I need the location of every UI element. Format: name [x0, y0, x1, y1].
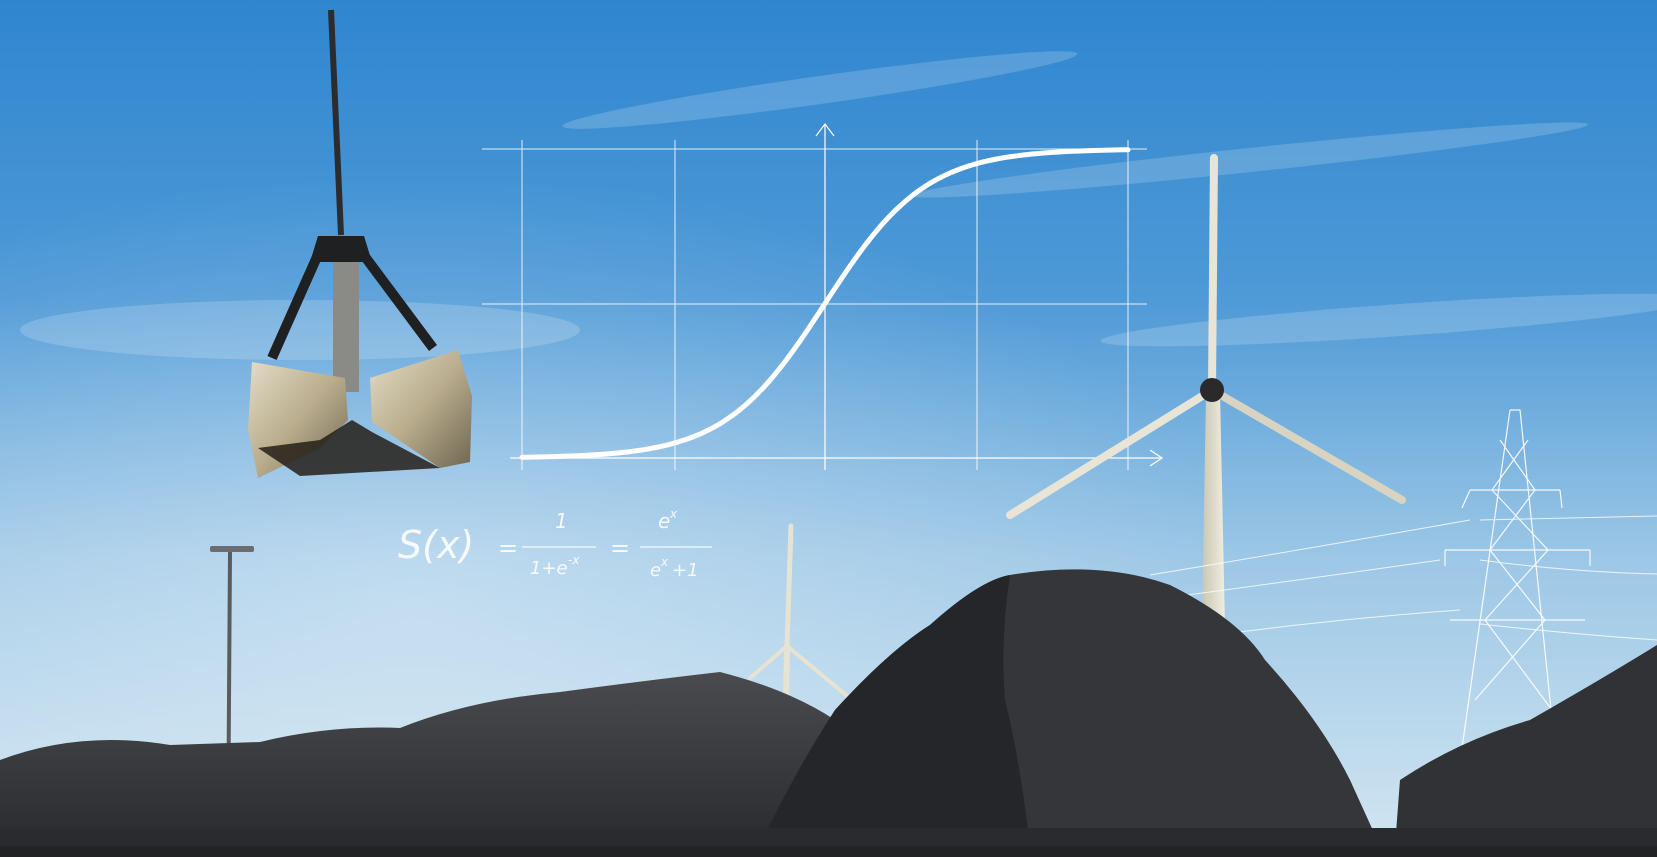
formula-den2-tail: +1	[672, 560, 699, 581]
grab-rods	[333, 262, 359, 392]
formula-num2-exp: x	[669, 507, 678, 521]
chart-grid	[482, 140, 1147, 470]
crane-cable	[328, 9, 344, 236]
formula-den1: 1+e	[530, 558, 568, 579]
grab-head	[310, 236, 372, 262]
formula: S(x) = 1 1+e -x = e x e x +1	[398, 507, 712, 581]
coal-heap-left	[0, 672, 840, 846]
coal-heap-center-shadow	[760, 575, 1030, 846]
electricity-pylon	[1444, 409, 1591, 749]
ground-band	[0, 828, 1657, 846]
grab-arm	[355, 247, 438, 351]
formula-den2: e	[650, 560, 661, 581]
wind-turbine-large	[1006, 154, 1406, 628]
sigmoid-curve	[519, 147, 1131, 460]
formula-lhs: S(x)	[398, 523, 474, 567]
y-axis-arrow	[815, 123, 835, 137]
formula-den2-exp: x	[660, 555, 669, 569]
coal-heap-right	[1395, 645, 1657, 846]
formula-num2: e	[658, 509, 670, 533]
power-lines	[1149, 515, 1657, 641]
grab-bucket-shadow	[258, 420, 440, 476]
bottom-strip	[0, 846, 1657, 857]
formula-den1-exp: -x	[568, 553, 580, 567]
chart-axes	[510, 123, 1164, 470]
sigmoid-chart	[482, 123, 1164, 470]
wind-turbine-small	[748, 523, 854, 703]
x-axis-arrow	[1149, 449, 1164, 467]
grab-bucket-right	[370, 350, 472, 468]
formula-eq2: =	[610, 534, 630, 562]
cirrus-clouds	[20, 51, 1657, 360]
formula-num1: 1	[555, 509, 568, 533]
crane-grab	[248, 9, 472, 478]
formula-eq1: =	[498, 534, 518, 562]
grab-arm	[267, 247, 325, 361]
